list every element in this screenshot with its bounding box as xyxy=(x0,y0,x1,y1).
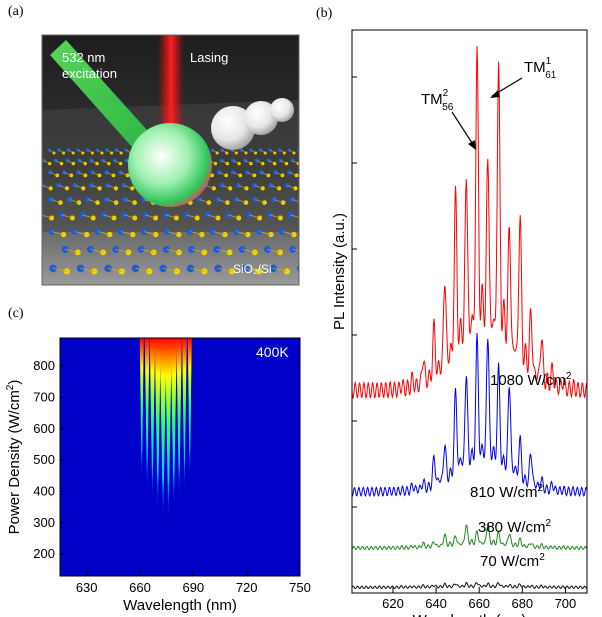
heatmap-mode xyxy=(159,338,167,528)
x-tick-label: 620 xyxy=(382,596,404,611)
mode-arrow-head xyxy=(490,90,500,98)
y-tick-label: 400 xyxy=(33,483,55,498)
x-tick-label: 630 xyxy=(76,580,98,595)
heatmap-mode xyxy=(187,338,192,488)
spectrum-line xyxy=(351,45,588,400)
series-label: 70 W/cm2 xyxy=(480,552,545,570)
y-tick-label: 600 xyxy=(33,421,55,436)
panel-c-label: (c) xyxy=(8,306,24,321)
panel-a-label: (a) xyxy=(8,4,24,19)
x-tick-label: 680 xyxy=(511,596,533,611)
heatmap-mode xyxy=(182,338,187,498)
x-axis-label: Wavelength (nm) xyxy=(123,597,237,614)
heatmap-mode xyxy=(139,338,144,488)
spectrum-line xyxy=(351,582,588,590)
panel-b-label: (b) xyxy=(316,6,333,21)
mode-label: TM1 61 xyxy=(524,56,557,81)
heatmap-mode xyxy=(144,338,150,498)
series-label: 1080 W/cm2 xyxy=(490,371,572,389)
x-tick-label: 660 xyxy=(129,580,151,595)
x-tick-label: 640 xyxy=(425,596,447,611)
heatmap-mode xyxy=(149,338,156,508)
substrate-label: SiO₂/Si xyxy=(233,262,272,276)
lasing-label: Lasing xyxy=(190,50,229,65)
y-tick-label: 200 xyxy=(33,546,55,561)
x-axis-label: Wavelength (nm) xyxy=(413,612,527,617)
x-tick-label: 690 xyxy=(182,580,204,595)
x-tick-label: 700 xyxy=(555,596,577,611)
x-tick-label: 720 xyxy=(236,580,258,595)
x-tick-label: 660 xyxy=(468,596,490,611)
y-tick-label: 300 xyxy=(33,515,55,530)
x-tick-label: 750 xyxy=(289,580,311,595)
y-tick-label: 800 xyxy=(33,358,55,373)
spectrum-line xyxy=(351,523,588,551)
y-tick-label: 500 xyxy=(33,452,55,467)
heatmap-mode xyxy=(170,338,177,518)
mode-arrow-head xyxy=(468,140,476,150)
y-axis-label: Power Density (W/cm2) xyxy=(5,380,23,535)
heatmap-mode xyxy=(176,338,182,508)
temperature-label: 400K xyxy=(256,344,289,360)
spectrum-line xyxy=(351,332,588,498)
mode-label: TM2 56 xyxy=(421,88,454,113)
heatmap-mode xyxy=(154,338,161,518)
excitation-label: 532 nm excitation xyxy=(62,50,117,81)
heatmap-mode xyxy=(165,338,172,528)
series-label: 810 W/cm2 xyxy=(470,483,544,501)
mode-arrow xyxy=(451,111,475,147)
y-tick-label: 700 xyxy=(33,390,55,405)
series-label: 380 W/cm2 xyxy=(478,518,552,536)
y-axis-label: PL Intensity (a.u.) xyxy=(331,213,348,330)
